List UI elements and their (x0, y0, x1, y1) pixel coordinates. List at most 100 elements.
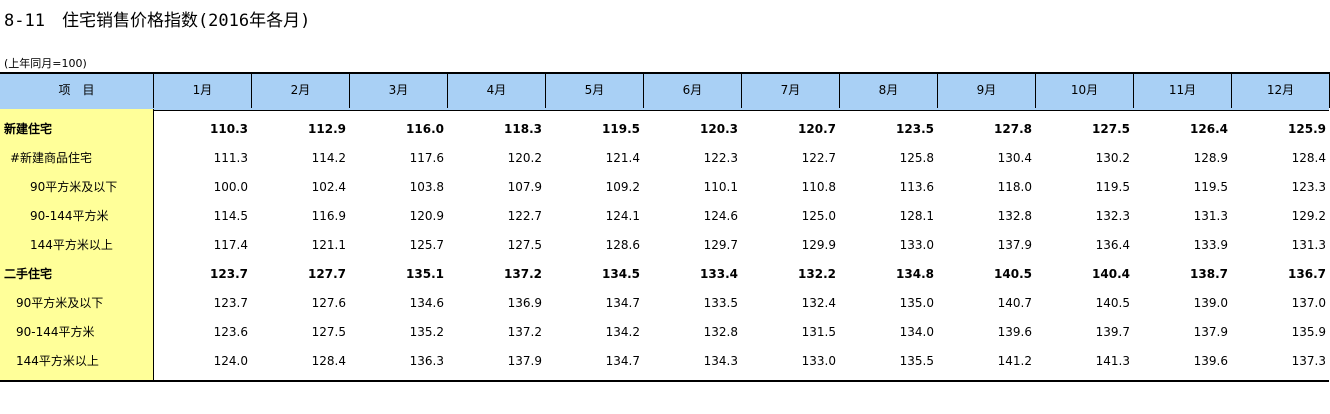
value-cell: 128.6 (605, 238, 640, 252)
value-cell: 111.3 (213, 151, 248, 165)
row-label: 90-144平方米 (30, 209, 109, 223)
value-cell: 137.9 (1193, 325, 1228, 339)
value-cell: 136.7 (1288, 267, 1326, 281)
value-cell: 125.7 (409, 238, 444, 252)
bottom-rule (0, 380, 1329, 382)
note: (上年同月=100) (4, 57, 87, 70)
value-cell: 140.7 (997, 296, 1032, 310)
value-cell: 137.3 (1291, 354, 1326, 368)
row-label: 144平方米以上 (16, 354, 99, 368)
header-cell: 6月 (644, 72, 742, 108)
value-cell: 131.3 (1291, 238, 1326, 252)
value-cell: 134.8 (896, 267, 934, 281)
value-cell: 137.2 (504, 267, 542, 281)
header-cell: 4月 (448, 72, 546, 108)
header-cell: 8月 (840, 72, 938, 108)
header-cell: 项 目 (0, 72, 154, 108)
value-cell: 134.6 (409, 296, 444, 310)
value-cell: 127.5 (1092, 122, 1130, 136)
value-cell: 112.9 (308, 122, 346, 136)
value-cell: 121.4 (605, 151, 640, 165)
value-cell: 103.8 (409, 180, 444, 194)
value-cell: 124.0 (213, 354, 248, 368)
value-cell: 120.2 (507, 151, 542, 165)
value-cell: 137.9 (997, 238, 1032, 252)
value-cell: 123.7 (213, 296, 248, 310)
value-cell: 107.9 (507, 180, 542, 194)
value-cell: 114.5 (213, 209, 248, 223)
value-cell: 124.1 (605, 209, 640, 223)
header-cell: 12月 (1232, 72, 1330, 108)
value-cell: 134.2 (605, 325, 640, 339)
value-cell: 119.5 (1095, 180, 1130, 194)
value-cell: 122.7 (507, 209, 542, 223)
value-cell: 119.5 (1193, 180, 1228, 194)
value-cell: 134.0 (899, 325, 934, 339)
value-cell: 120.9 (409, 209, 444, 223)
value-cell: 133.0 (899, 238, 934, 252)
value-cell: 128.4 (1291, 151, 1326, 165)
header-cell: 9月 (938, 72, 1036, 108)
value-cell: 140.4 (1092, 267, 1130, 281)
value-cell: 132.4 (801, 296, 836, 310)
value-cell: 122.3 (703, 151, 738, 165)
value-cell: 141.2 (997, 354, 1032, 368)
value-cell: 129.9 (801, 238, 836, 252)
value-cell: 141.3 (1095, 354, 1130, 368)
row-label: 90平方米及以下 (30, 180, 118, 194)
value-cell: 128.1 (899, 209, 934, 223)
value-cell: 122.7 (801, 151, 836, 165)
value-cell: 110.3 (210, 122, 248, 136)
value-cell: 139.6 (1193, 354, 1228, 368)
row-label: 二手住宅 (4, 267, 53, 281)
value-cell: 130.4 (997, 151, 1032, 165)
value-cell: 129.7 (703, 238, 738, 252)
value-cell: 113.6 (899, 180, 934, 194)
header-cell: 3月 (350, 72, 448, 108)
value-cell: 127.6 (311, 296, 346, 310)
value-cell: 135.5 (899, 354, 934, 368)
header-cell: 10月 (1036, 72, 1134, 108)
value-cell: 123.3 (1291, 180, 1326, 194)
value-cell: 123.6 (213, 325, 248, 339)
value-cell: 135.1 (406, 267, 444, 281)
value-cell: 134.5 (602, 267, 640, 281)
value-cell: 127.5 (507, 238, 542, 252)
header-band (0, 72, 1329, 111)
value-cell: 132.8 (997, 209, 1032, 223)
header-cell: 1月 (154, 72, 252, 108)
value-cell: 117.6 (409, 151, 444, 165)
value-cell: 133.4 (700, 267, 738, 281)
value-cell: 116.0 (406, 122, 444, 136)
label-column (0, 109, 154, 380)
value-cell: 134.3 (703, 354, 738, 368)
value-cell: 128.4 (311, 354, 346, 368)
value-cell: 137.0 (1291, 296, 1326, 310)
row-label: 新建住宅 (4, 122, 53, 136)
value-cell: 117.4 (213, 238, 248, 252)
value-cell: 140.5 (1095, 296, 1130, 310)
value-cell: 120.7 (798, 122, 836, 136)
value-cell: 114.2 (311, 151, 346, 165)
value-cell: 125.9 (1288, 122, 1326, 136)
value-cell: 118.3 (504, 122, 542, 136)
value-cell: 133.0 (801, 354, 836, 368)
value-cell: 125.8 (899, 151, 934, 165)
row-label: 144平方米以上 (30, 238, 113, 252)
row-label: 90-144平方米 (16, 325, 95, 339)
value-cell: 138.7 (1190, 267, 1228, 281)
value-cell: 135.9 (1291, 325, 1326, 339)
value-cell: 127.7 (308, 267, 346, 281)
value-cell: 125.0 (801, 209, 836, 223)
value-cell: 134.7 (605, 354, 640, 368)
value-cell: 116.9 (311, 209, 346, 223)
header-cell: 5月 (546, 72, 644, 108)
value-cell: 129.2 (1291, 209, 1326, 223)
value-cell: 135.2 (409, 325, 444, 339)
value-cell: 126.4 (1190, 122, 1228, 136)
value-cell: 100.0 (213, 180, 248, 194)
value-cell: 124.6 (703, 209, 738, 223)
value-cell: 123.5 (896, 122, 934, 136)
value-cell: 137.2 (507, 325, 542, 339)
